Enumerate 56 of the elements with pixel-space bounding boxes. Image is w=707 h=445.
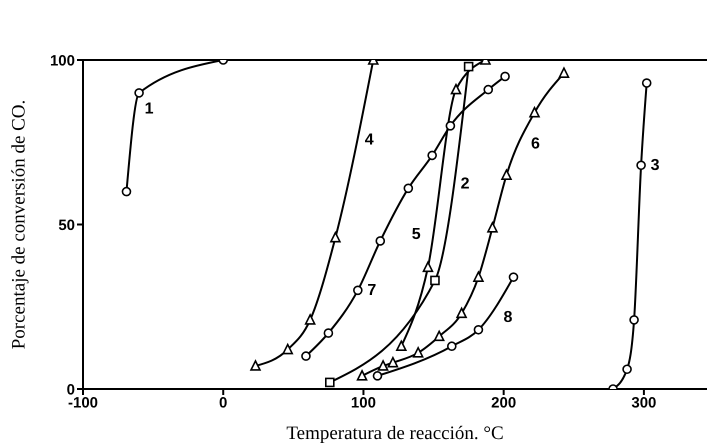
point (558, 67, 570, 78)
point (404, 184, 414, 194)
point (434, 330, 444, 342)
point (324, 328, 334, 338)
point (500, 72, 510, 82)
point (372, 371, 382, 381)
y-axis-title: Porcentaje de conversión de CO. (8, 100, 30, 350)
x-tick-label: 300 (631, 394, 656, 412)
point (622, 364, 632, 374)
point (304, 314, 316, 325)
point (487, 222, 498, 233)
point (456, 308, 467, 318)
point (501, 169, 512, 180)
point (412, 347, 424, 358)
series-label: 6 (531, 135, 540, 152)
point (396, 340, 407, 352)
point (642, 78, 652, 88)
point (483, 84, 494, 94)
point (330, 232, 341, 242)
point (474, 324, 484, 335)
point (324, 378, 335, 388)
point (388, 356, 398, 368)
series-label: 8 (504, 308, 513, 326)
point (427, 150, 437, 160)
point (282, 344, 294, 354)
point (122, 186, 132, 196)
point (446, 341, 457, 352)
point (629, 315, 639, 325)
point (134, 88, 144, 98)
point (353, 286, 363, 296)
x-axis-title: Temperatura de reacción. °C (286, 423, 504, 444)
point (508, 272, 518, 282)
point (378, 360, 388, 371)
series-label: 4 (364, 131, 374, 148)
series-label: 2 (460, 176, 470, 193)
point (430, 276, 440, 286)
point (464, 62, 474, 72)
series-label: 5 (412, 226, 421, 244)
x-tick-label: 100 (350, 394, 376, 412)
x-tick-label: 0 (219, 394, 228, 412)
point (529, 106, 540, 118)
point (356, 370, 368, 381)
point (473, 271, 484, 282)
series-label: 7 (367, 282, 376, 299)
series-label: 3 (650, 156, 660, 174)
x-tick-label: 200 (491, 394, 516, 412)
point (446, 121, 456, 131)
point (250, 360, 261, 371)
point (375, 236, 386, 246)
y-tick-label: 100 (50, 52, 75, 70)
series-label: 1 (144, 100, 154, 118)
y-tick-label: 50 (58, 216, 75, 234)
point (301, 351, 311, 361)
point (636, 160, 646, 170)
point (422, 261, 434, 272)
point (450, 84, 462, 94)
